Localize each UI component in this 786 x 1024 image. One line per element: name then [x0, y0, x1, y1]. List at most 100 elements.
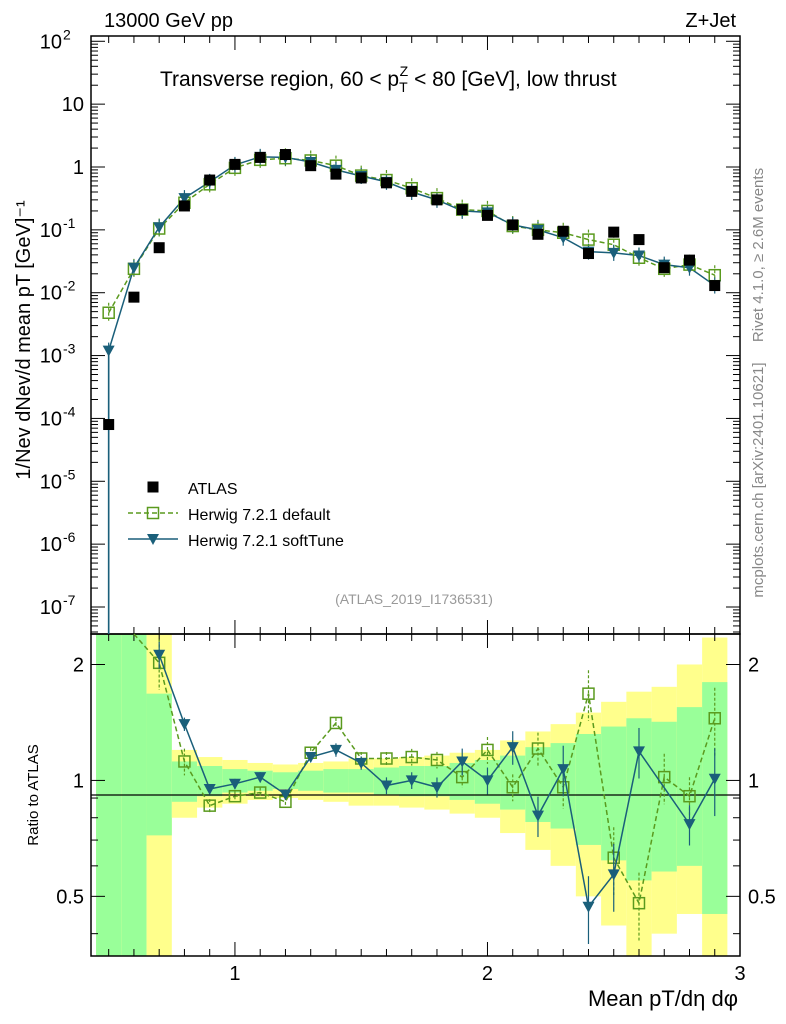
default-point: [253, 786, 267, 799]
softtune-point: [405, 775, 418, 787]
softtune-point: [329, 744, 342, 756]
y-tick-exponent: -1: [63, 215, 76, 231]
atlas-point: [481, 209, 493, 221]
default-point: [228, 789, 242, 803]
analysis-tag: (ATLAS_2019_I1736531): [335, 591, 493, 607]
softtune-point: [127, 262, 140, 274]
band-inner-bin: [348, 769, 374, 793]
default-point: [657, 770, 671, 784]
band-inner-bin: [575, 733, 602, 845]
softtune-point: [430, 782, 443, 794]
y-tick-exponent: 2: [63, 26, 71, 42]
atlas-point: [305, 160, 317, 172]
header-process: Z+Jet: [685, 10, 736, 32]
default-point: [178, 755, 191, 768]
default-point: [102, 306, 115, 320]
softtune-point: [456, 756, 469, 768]
softtune-point: [607, 247, 620, 259]
ratio-tick-label: 0.5: [56, 886, 84, 908]
atlas-point: [147, 481, 159, 493]
atlas-point: [683, 254, 695, 266]
default-point: [708, 712, 721, 725]
y-tick-label: 10: [62, 94, 84, 116]
softtune-point: [178, 719, 191, 731]
default-point: [582, 687, 595, 700]
band-inner-bin: [298, 770, 324, 791]
softtune-point: [228, 778, 241, 790]
ratio-tick-label-right: 2: [748, 654, 759, 676]
softtune-point: [203, 783, 216, 795]
default-point: [146, 506, 160, 520]
softtune-point: [632, 250, 645, 262]
softtune-point: [153, 222, 166, 234]
atlas-point: [279, 149, 291, 161]
legend: ATLAS Herwig 7.2.1 default Herwig 7.2.1 so…: [128, 481, 344, 550]
softtune-point: [153, 649, 166, 661]
default-point: [531, 742, 545, 755]
default-line: [108, 157, 716, 314]
default-point: [430, 753, 444, 767]
atlas-point: [128, 291, 140, 303]
band-inner-bin: [146, 693, 172, 836]
atlas-point: [254, 151, 266, 163]
y-tick-label: 10: [40, 408, 62, 430]
softtune-line: [107, 156, 716, 634]
atlas-point: [608, 226, 620, 238]
ratio-default-line: [133, 633, 716, 906]
atlas-point: [507, 219, 519, 231]
atlas-point: [709, 280, 721, 292]
softtune-point: [632, 746, 645, 758]
legend-label: Herwig 7.2.1 default: [188, 507, 331, 524]
ratio-tick-label-right: 1: [748, 770, 759, 792]
atlas-point: [355, 172, 367, 184]
softtune-point: [178, 193, 191, 205]
atlas-point: [582, 248, 594, 260]
softtune-point: [506, 742, 519, 754]
y-tick-label: 10: [40, 346, 62, 368]
y-tick-exponent: -4: [63, 403, 76, 419]
atlas-point: [229, 158, 241, 170]
default-point: [405, 750, 418, 764]
default-point: [481, 743, 494, 757]
y-tick-label: 10: [40, 31, 62, 53]
x-tick-label: 2: [482, 963, 493, 985]
atlas-point: [532, 228, 544, 240]
atlas-point: [103, 419, 115, 431]
legend-label: Herwig 7.2.1 softTune: [188, 533, 344, 550]
atlas-point: [456, 204, 468, 216]
default-point: [203, 799, 216, 812]
softtune-point: [355, 757, 368, 769]
softtune-point: [557, 764, 570, 776]
softtune-point: [582, 901, 595, 913]
atlas-point: [557, 225, 569, 237]
y-tick-exponent: -2: [63, 278, 76, 294]
default-point: [582, 233, 595, 246]
softtune-point: [683, 819, 696, 831]
band-inner-bin: [323, 769, 349, 793]
softtune-point: [147, 534, 159, 545]
softtune-point: [708, 773, 721, 785]
ratio-softtune-line: [158, 654, 716, 909]
y-tick-label: 10: [40, 283, 62, 305]
y-axis-label: 1/Nev dNev/d mean pT [GeV]⁻¹: [13, 200, 35, 480]
atlas-point: [153, 242, 165, 254]
data-series: [102, 148, 721, 945]
y-tick-label: 10: [40, 471, 62, 493]
y-tick-label: 10: [40, 220, 62, 242]
atlas-point: [204, 174, 216, 186]
default-point: [632, 896, 646, 910]
y-tick-exponent: -6: [63, 529, 76, 545]
ratio-tick-label: 2: [73, 654, 84, 676]
header-collision: 13000 GeV pp: [104, 10, 233, 32]
x-label-text: Mean pT/dη dφ: [588, 986, 738, 1011]
softtune-point: [531, 810, 544, 822]
mcplots-source-label: mcplots.cern.ch [arXiv:2401.10621]: [750, 362, 767, 597]
ratio-tick-label: 1: [73, 770, 84, 792]
atlas-point: [330, 168, 342, 180]
x-axis-label: Mean pT/dη dφ: [588, 986, 738, 1011]
softtune-point: [481, 775, 494, 787]
default-point: [380, 752, 393, 765]
chart-title: Transverse region, 60 < pTZ < 80 [GeV], …: [160, 63, 617, 95]
y-tick-label: 1: [73, 157, 84, 179]
